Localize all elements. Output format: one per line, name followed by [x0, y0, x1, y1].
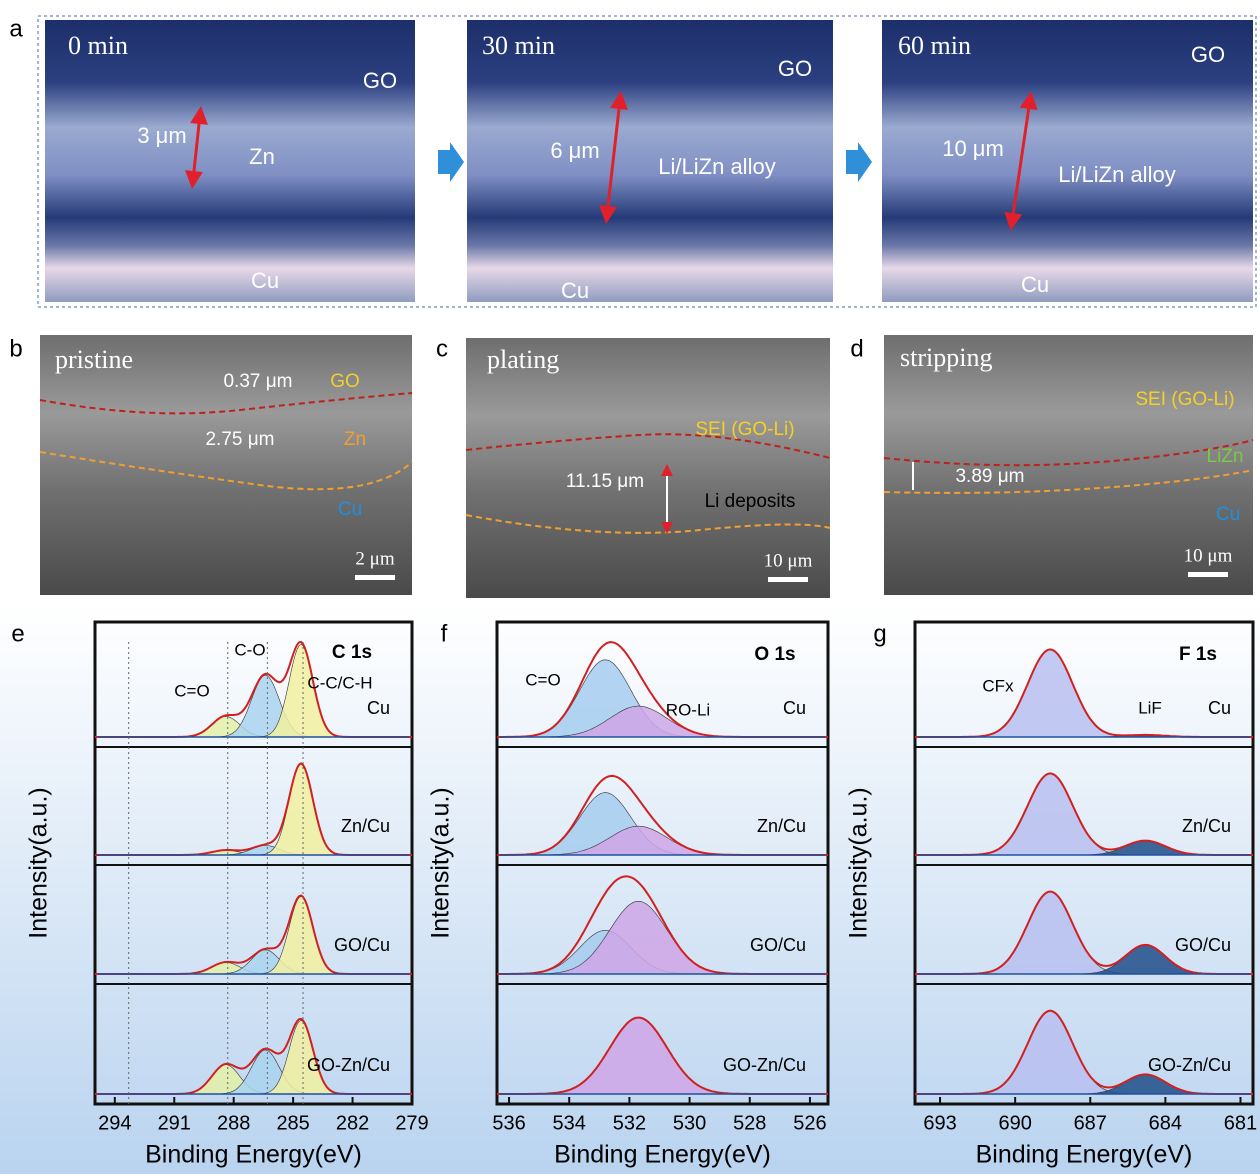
label: 3 μm	[137, 123, 186, 148]
sem-title: pristine	[55, 345, 133, 374]
scale-bar	[768, 577, 808, 582]
x-tick-label: 282	[336, 1112, 369, 1134]
y-axis-label: Intensity(a.u.)	[25, 787, 53, 938]
sample-label: Zn/Cu	[757, 816, 806, 836]
panel-label: c	[436, 335, 448, 362]
x-tick-label: 684	[1149, 1112, 1182, 1134]
panel-label: d	[850, 335, 863, 362]
time-label: 30 min	[482, 31, 555, 60]
label: SEI (GO-Li)	[1135, 389, 1234, 410]
scale-bar	[1188, 572, 1228, 577]
photo	[45, 20, 415, 302]
panel-label: g	[873, 620, 886, 647]
peak-label: C=O	[525, 670, 560, 689]
sample-label: Zn/Cu	[1182, 816, 1231, 836]
label: 10 μm	[942, 136, 1004, 161]
sample-label: GO-Zn/Cu	[723, 1055, 806, 1075]
scale-bar	[355, 575, 395, 580]
sample-label: GO-Zn/Cu	[307, 1055, 390, 1075]
x-axis-label: Binding Energy(eV)	[554, 1141, 771, 1169]
time-label: 0 min	[68, 31, 128, 60]
x-tick-label: 681	[1224, 1112, 1257, 1134]
x-tick-label: 291	[158, 1112, 191, 1134]
figure: 0 min GO 3 μm Zn Cu 30 min GO 6 μm Li/LiZn alloy…	[0, 0, 1260, 1174]
x-tick-label: 288	[217, 1112, 250, 1134]
label: GO	[778, 56, 812, 81]
sample-label: Zn/Cu	[341, 816, 390, 836]
label: Li/LiZn alloy	[1058, 162, 1175, 187]
x-tick-label: 285	[276, 1112, 309, 1134]
label: 0.37 μm	[223, 371, 292, 392]
x-tick-label: 532	[613, 1112, 646, 1134]
xps-title: C 1s	[332, 642, 372, 663]
scale-bar-label: 2 μm	[355, 548, 394, 569]
x-tick-label: 536	[492, 1112, 525, 1134]
peak-label: C-C/C-H	[307, 673, 372, 692]
scale-bar-label: 10 μm	[764, 550, 813, 571]
panel-label: b	[9, 335, 22, 362]
sample-label: GO/Cu	[1175, 935, 1231, 955]
label: GO	[1191, 42, 1225, 67]
label: Li deposits	[705, 491, 796, 512]
peak-label: RO-Li	[666, 700, 710, 719]
panel-label: a	[9, 15, 23, 42]
label: 6 μm	[550, 138, 599, 163]
x-tick-label: 687	[1074, 1112, 1107, 1134]
arrow	[846, 142, 872, 182]
x-axis-label: Binding Energy(eV)	[976, 1141, 1193, 1169]
label: GO	[363, 68, 397, 93]
label: 3.89 μm	[955, 466, 1024, 487]
sample-label: Cu	[1208, 698, 1231, 718]
peak-label: C-O	[234, 640, 265, 659]
x-axis-label: Binding Energy(eV)	[145, 1141, 362, 1169]
sample-label: Cu	[367, 698, 390, 718]
label: GO	[330, 371, 360, 392]
label: Cu	[561, 278, 589, 303]
sample-label: GO-Zn/Cu	[1148, 1055, 1231, 1075]
label: Cu	[251, 268, 279, 293]
label: LiZn	[1207, 446, 1244, 467]
arrow	[438, 142, 464, 182]
sem-title: stripping	[900, 343, 992, 372]
x-tick-label: 526	[793, 1112, 826, 1134]
sample-label: Cu	[783, 698, 806, 718]
peak-label: C=O	[174, 681, 209, 700]
x-tick-label: 534	[553, 1112, 586, 1134]
label: Li/LiZn alloy	[658, 154, 775, 179]
sem-title: plating	[487, 345, 559, 374]
x-tick-label: 294	[98, 1112, 131, 1134]
x-tick-label: 279	[395, 1112, 428, 1134]
label: Cu	[338, 499, 362, 520]
label: Zn	[249, 144, 275, 169]
xps-title: O 1s	[754, 644, 795, 665]
label: 11.15 μm	[566, 471, 644, 492]
xps-title: F 1s	[1179, 644, 1217, 665]
time-label: 60 min	[898, 31, 971, 60]
label: Cu	[1021, 272, 1049, 297]
sample-label: GO/Cu	[334, 935, 390, 955]
label: Cu	[1216, 504, 1240, 525]
panel-label: f	[441, 620, 448, 647]
peak-label: LiF	[1138, 698, 1162, 717]
peak-label: CFx	[982, 676, 1014, 695]
label: 2.75 μm	[205, 429, 274, 450]
x-tick-label: 690	[998, 1112, 1031, 1134]
y-axis-label: Intensity(a.u.)	[427, 787, 455, 938]
panel-label: e	[11, 620, 24, 647]
x-tick-label: 693	[923, 1112, 956, 1134]
label: SEI (GO-Li)	[695, 419, 794, 440]
sample-label: GO/Cu	[750, 935, 806, 955]
x-tick-label: 528	[733, 1112, 766, 1134]
scale-bar-label: 10 μm	[1184, 545, 1233, 566]
x-tick-label: 530	[673, 1112, 706, 1134]
label: Zn	[344, 429, 366, 450]
y-axis-label: Intensity(a.u.)	[845, 787, 873, 938]
